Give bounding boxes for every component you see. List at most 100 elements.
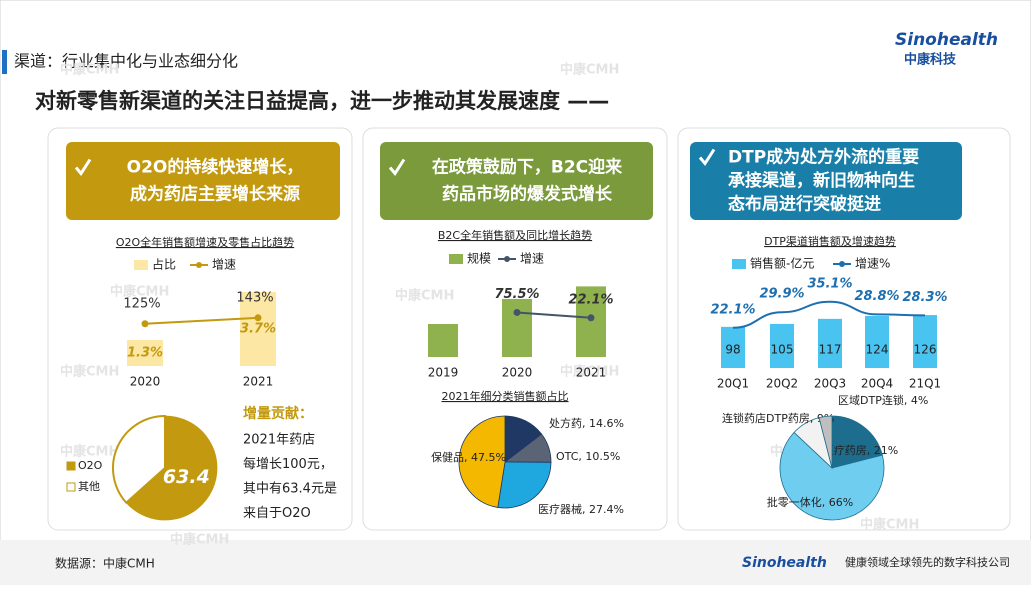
line-label: 35.1% — [807, 276, 852, 291]
line-label: 22.1% — [710, 302, 755, 317]
x-tick-label: 21Q1 — [909, 377, 941, 391]
bar-label: 117 — [819, 343, 842, 357]
pie-slice — [831, 415, 883, 469]
legend-label: O2O — [78, 459, 103, 472]
x-tick-label: 20Q4 — [861, 377, 893, 391]
bar — [576, 286, 606, 357]
pie-slice — [818, 415, 833, 469]
bar-label: 124 — [866, 343, 889, 357]
pie-slice — [125, 415, 218, 521]
bar — [913, 315, 937, 368]
x-tick-label: 20Q3 — [814, 377, 846, 391]
line-label: 28.8% — [854, 289, 899, 304]
chart-title: 2021年细分类销售额占比 — [442, 389, 569, 403]
legend-label: 销售额-亿元 — [750, 256, 814, 271]
line-point — [587, 314, 595, 322]
panel-header — [380, 142, 653, 220]
x-tick-label: 20Q2 — [766, 377, 798, 391]
chart-title: DTP渠道销售额及增速趋势 — [764, 234, 896, 248]
legend-dot — [196, 262, 202, 268]
x-tick-label: 2020 — [130, 375, 161, 389]
bar — [770, 323, 794, 368]
watermark: 中康CMH — [170, 532, 229, 548]
pie-label: 医疗器械, 27.4% — [538, 502, 624, 516]
panel-header-text: 成为药店主要增长来源 — [130, 184, 300, 205]
bar — [428, 324, 458, 357]
panel — [47, 127, 353, 531]
bar — [502, 298, 532, 357]
x-tick-label: 2021 — [243, 375, 274, 389]
watermark: 中康CMH — [560, 62, 619, 78]
section-bar — [2, 50, 7, 74]
chart-title: O2O全年销售额增速及零售占比趋势 — [116, 235, 294, 249]
panel-header — [690, 142, 962, 220]
bar-label: 105 — [771, 343, 794, 357]
panel-header-text: O2O的持续快速增长， — [127, 157, 304, 178]
panel-header-text: 态布局进行突破挺进 — [728, 194, 881, 215]
legend-label: 增速 — [520, 252, 544, 266]
source: 数据源：中康CMH — [55, 556, 155, 571]
bar-label: 1.3% — [127, 346, 163, 361]
pie-slice — [112, 414, 166, 505]
legend-label: 规模 — [467, 251, 491, 266]
bar-label: 126 — [914, 343, 937, 357]
x-tick-label: 2021 — [576, 366, 607, 380]
legend-swatch — [66, 482, 76, 492]
bar — [721, 326, 745, 368]
logo-cn: 中康科技 — [904, 52, 957, 68]
bar — [127, 340, 163, 366]
legend-label: 其他 — [78, 480, 100, 493]
legend-label: 增速 — [212, 258, 236, 272]
bar — [240, 292, 276, 366]
watermark: 中康CMH — [860, 517, 919, 533]
chart-title: B2C全年销售额及同比增长趋势 — [438, 228, 592, 242]
panel-header-text: 药品市场的爆发式增长 — [442, 184, 613, 205]
line-label: 28.3% — [902, 290, 947, 305]
line-label: 29.9% — [759, 287, 804, 302]
annotation-title: 增量贡献： — [243, 405, 313, 422]
annotation-line: 2021年药店 — [243, 433, 315, 448]
bar-label: 3.7% — [240, 322, 276, 337]
legend-dot — [839, 261, 845, 267]
legend-label: 增速% — [855, 257, 890, 271]
pie-label: 保健品, 47.5% — [431, 450, 506, 464]
x-tick-label: 20Q1 — [717, 377, 749, 391]
panel-header — [66, 142, 340, 220]
legend-swatch — [134, 260, 148, 270]
pie-label: 连锁药店DTP药房, 9% — [722, 411, 834, 425]
pie-label: OTC, 10.5% — [556, 450, 620, 463]
watermark: 中康CMH — [560, 364, 619, 380]
pie-label: 63.4 — [163, 466, 210, 488]
annotation-line: 其中有63.4元是 — [243, 482, 337, 497]
pie-label: 处方药, 14.6% — [549, 416, 624, 430]
watermark: 中康CMH — [60, 444, 119, 460]
line-label: 143% — [236, 290, 273, 305]
bar — [865, 315, 889, 368]
line — [144, 316, 259, 325]
pie-label: 批零一体化, 66% — [767, 495, 853, 509]
slogan: 健康领域全球领先的数字科技公司 — [845, 555, 1010, 569]
annotation-line: 来自于O2O — [243, 506, 311, 521]
footer-bar — [0, 540, 1031, 585]
panel-header-text: DTP成为处方外流的重要 — [728, 147, 919, 168]
pie-slice — [458, 415, 506, 508]
footer-logo: Sinohealth — [742, 555, 827, 571]
pie-slice — [779, 431, 885, 521]
line-point — [141, 320, 149, 328]
legend-swatch — [732, 259, 746, 269]
line — [732, 300, 926, 329]
logo: Sinohealth — [895, 30, 998, 50]
line-point — [513, 308, 521, 316]
section: 渠道：行业集中化与业态细分化 — [14, 52, 238, 71]
panel-header-text: 承接渠道，新旧物种向生 — [728, 170, 915, 191]
bar-label: 98 — [725, 343, 740, 357]
panel-header-text: 在政策鼓励下，B2C迎来 — [432, 157, 623, 178]
title: 对新零售新渠道的关注日益提高，进一步推动其发展速度 —— — [35, 89, 609, 113]
panel — [677, 127, 1011, 531]
legend-label: 占比 — [152, 257, 176, 272]
check-icon — [74, 158, 92, 177]
check-icon — [388, 158, 406, 177]
line-label: 75.5% — [494, 287, 539, 302]
